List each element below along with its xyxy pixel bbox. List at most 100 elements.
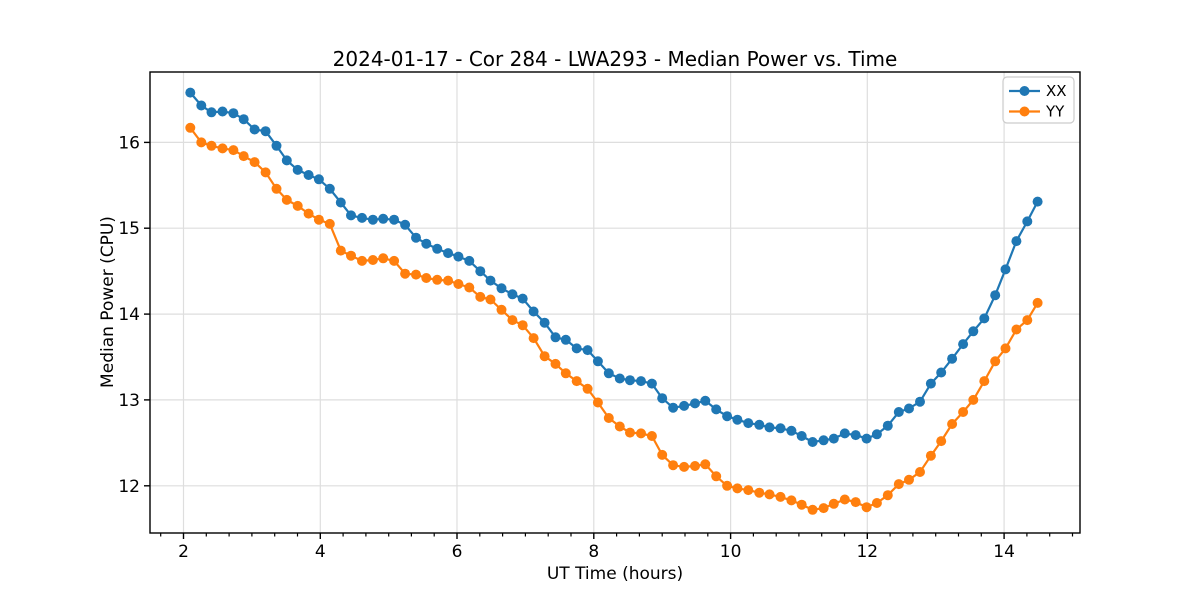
data-point xyxy=(743,418,754,429)
data-point xyxy=(517,293,528,304)
series-markers-XX xyxy=(185,87,1043,447)
x-tick-label: 6 xyxy=(452,542,463,562)
data-point xyxy=(947,419,958,429)
data-point xyxy=(389,255,400,266)
legend-marker xyxy=(1019,106,1030,117)
y-tick-label: 13 xyxy=(118,391,140,411)
data-point xyxy=(807,504,818,515)
data-point xyxy=(313,174,324,185)
data-point xyxy=(871,429,882,440)
data-point xyxy=(1000,343,1011,354)
x-axis-label: UT Time (hours) xyxy=(547,564,683,584)
data-point xyxy=(603,368,614,379)
data-point xyxy=(871,498,882,508)
data-point xyxy=(335,197,346,208)
data-point xyxy=(421,273,432,283)
data-point xyxy=(732,483,743,494)
data-point xyxy=(828,498,839,509)
legend: XX YY xyxy=(1002,76,1075,124)
data-point xyxy=(453,279,464,289)
data-point xyxy=(260,167,271,178)
data-point xyxy=(700,395,711,406)
data-point xyxy=(936,367,947,378)
data-point xyxy=(614,421,625,432)
data-point xyxy=(185,122,196,133)
y-tick-label: 12 xyxy=(118,477,140,497)
y-tick-label: 14 xyxy=(118,305,140,325)
data-point xyxy=(443,248,454,259)
data-point xyxy=(582,345,593,356)
data-point xyxy=(217,143,228,154)
data-point xyxy=(378,213,389,224)
data-point xyxy=(1022,315,1033,326)
data-point xyxy=(679,461,690,472)
data-point xyxy=(861,502,872,513)
data-point xyxy=(271,183,282,194)
data-point xyxy=(571,343,582,354)
data-point xyxy=(249,124,260,135)
data-point xyxy=(400,268,411,279)
x-tick-label: 10 xyxy=(720,542,742,562)
data-point xyxy=(560,368,571,379)
x-tick-label: 8 xyxy=(588,542,599,562)
data-point xyxy=(260,126,271,137)
data-point xyxy=(335,245,346,256)
data-point xyxy=(421,238,432,249)
data-point xyxy=(625,427,635,438)
data-point xyxy=(839,494,850,505)
data-point xyxy=(850,430,861,441)
data-point xyxy=(324,218,335,229)
data-point xyxy=(357,255,367,266)
x-tick-label: 12 xyxy=(856,542,878,562)
data-point xyxy=(539,317,550,328)
data-point xyxy=(228,108,239,119)
data-point xyxy=(292,164,303,175)
data-point xyxy=(560,334,571,345)
data-point xyxy=(925,450,936,461)
data-point xyxy=(786,425,797,436)
data-point xyxy=(636,376,646,387)
data-point xyxy=(754,487,765,498)
axes-frame: 2 4 6 8 10 12 14 12 13 14 15 16 xyxy=(118,71,1081,562)
data-point xyxy=(464,255,475,266)
data-point xyxy=(249,157,260,168)
data-point xyxy=(592,397,603,408)
legend-label: YY xyxy=(1045,103,1065,121)
data-point xyxy=(764,422,775,433)
data-point xyxy=(990,290,1001,301)
plot-frame xyxy=(149,71,1081,534)
data-point xyxy=(968,394,979,405)
data-point xyxy=(690,398,700,409)
data-point xyxy=(496,283,507,294)
legend-entry-YY: YY xyxy=(1009,103,1065,121)
data-point xyxy=(882,490,893,501)
data-point xyxy=(818,503,829,514)
data-point xyxy=(786,495,797,506)
data-point xyxy=(968,326,979,337)
data-point xyxy=(807,437,818,447)
data-point xyxy=(668,402,679,413)
data-point xyxy=(764,489,775,500)
data-point xyxy=(292,200,303,211)
series-line-YY xyxy=(189,127,1039,511)
data-point xyxy=(411,232,421,243)
data-point xyxy=(475,266,486,277)
data-series xyxy=(185,87,1043,515)
data-point xyxy=(346,250,356,261)
data-point xyxy=(238,151,249,162)
y-tick-label: 15 xyxy=(118,219,140,239)
data-point xyxy=(313,214,324,225)
data-point xyxy=(979,313,990,324)
data-point xyxy=(346,210,356,221)
data-point xyxy=(990,356,1001,367)
data-point xyxy=(1011,324,1022,335)
data-point xyxy=(603,413,614,423)
data-point xyxy=(904,474,914,485)
data-point xyxy=(936,436,947,447)
data-point xyxy=(432,274,443,285)
data-point xyxy=(303,208,314,219)
data-point xyxy=(1022,216,1033,227)
data-point xyxy=(196,100,207,111)
